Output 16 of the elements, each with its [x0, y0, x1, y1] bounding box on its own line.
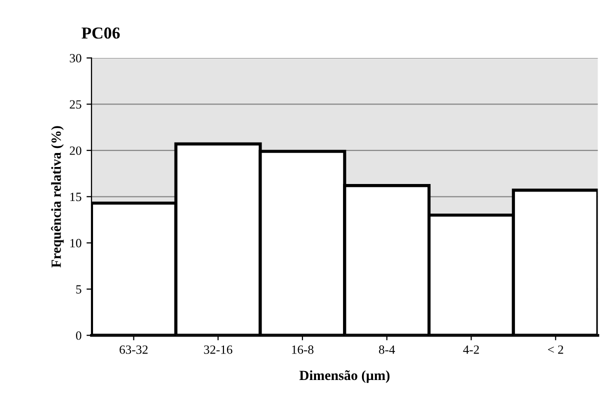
- y-tick-label: 25: [70, 100, 82, 109]
- y-tick-label: 20: [70, 146, 82, 155]
- y-tick-label: 5: [76, 285, 82, 294]
- x-tick-label: 4-2: [463, 345, 479, 354]
- y-tick-label: 10: [70, 238, 82, 248]
- x-axis-title: Dimensão (µm): [299, 370, 390, 383]
- x-tick-label: 8-4: [378, 345, 395, 354]
- y-tick-label: 0: [76, 331, 82, 340]
- y-axis-title: Frequência relativa (%): [50, 126, 64, 268]
- x-tick-label: < 2: [548, 345, 564, 354]
- x-tick-label: 32-16: [204, 345, 232, 354]
- x-tick-label: 16-8: [292, 345, 314, 354]
- chart-title: PC06: [82, 27, 120, 39]
- x-tick-label: 63-32: [120, 345, 148, 354]
- y-tick-label: 15: [70, 192, 82, 202]
- y-tick-label: 30: [70, 54, 82, 62]
